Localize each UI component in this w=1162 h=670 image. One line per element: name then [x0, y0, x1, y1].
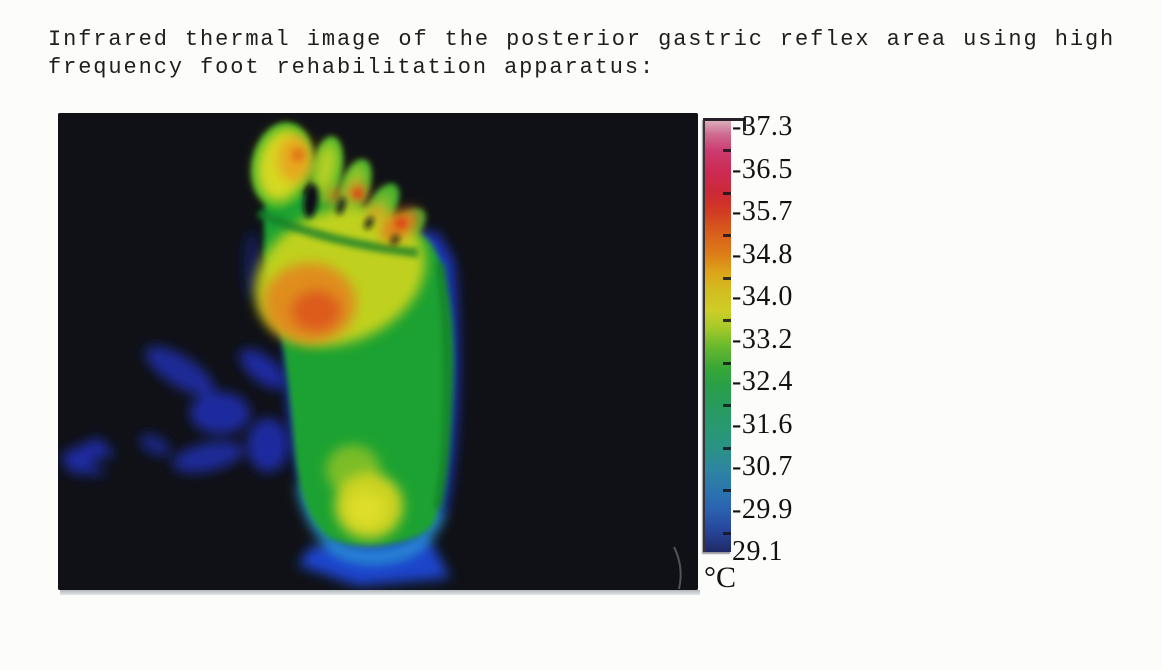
- colorbar-minor-tick: [723, 149, 731, 153]
- heel-warm-spot: [326, 445, 403, 539]
- scale-tick-label: 29.1: [732, 536, 783, 568]
- colorbar-minor-tick: [723, 446, 731, 450]
- colorbar-minor-tick: [723, 234, 731, 238]
- colorbar-minor-tick: [723, 191, 731, 195]
- cool-blue-shadows: [60, 231, 289, 475]
- scale-tick-label: -34.0: [732, 281, 793, 313]
- hot-spots: [264, 136, 420, 343]
- toe-gaps: [303, 184, 400, 246]
- celsius-unit-label: °C: [704, 561, 737, 594]
- temperature-colorbar: [703, 118, 731, 552]
- scale-tick-label: -36.5: [732, 153, 793, 185]
- colorbar-top-tick-drop: [743, 118, 746, 131]
- colorbar-minor-tick: [723, 531, 731, 535]
- thermal-figure: -37.3 -36.5 -35.7 -34.8 -34.0 -33.2 -32.4 -31.6…: [58, 113, 808, 618]
- scale-tick-label: -31.6: [732, 408, 793, 440]
- colorbar-minor-tick: [723, 361, 731, 365]
- scale-tick-label: -33.2: [732, 323, 793, 355]
- figure-caption: Infrared thermal image of the posterior …: [48, 26, 1115, 82]
- caption-line-2: frequency foot rehabilitation apparatus:: [48, 55, 656, 80]
- thermal-image: [58, 113, 698, 590]
- scan-edge-shadow: [60, 590, 700, 595]
- scale-tick-label: -35.7: [732, 196, 793, 228]
- scan-corner-mark: [673, 546, 682, 590]
- colorbar-minor-tick: [723, 404, 731, 408]
- caption-line-1: Infrared thermal image of the posterior …: [48, 27, 1116, 52]
- colorbar-minor-tick: [723, 489, 731, 493]
- scale-tick-label: -37.3: [732, 111, 793, 143]
- hot-spot-cores: [291, 148, 407, 229]
- toe-crease: [256, 208, 419, 258]
- colorbar-top-tick: [730, 118, 746, 121]
- colorbar-minor-tick: [723, 276, 731, 280]
- scale-tick-label: -32.4: [732, 366, 793, 398]
- scale-tick-label: -34.8: [732, 238, 793, 270]
- colorbar-minor-tick: [723, 319, 731, 323]
- thermal-foot-svg: [58, 113, 698, 590]
- scale-tick-label: -29.9: [732, 493, 793, 525]
- scale-tick-label: -30.7: [732, 451, 793, 483]
